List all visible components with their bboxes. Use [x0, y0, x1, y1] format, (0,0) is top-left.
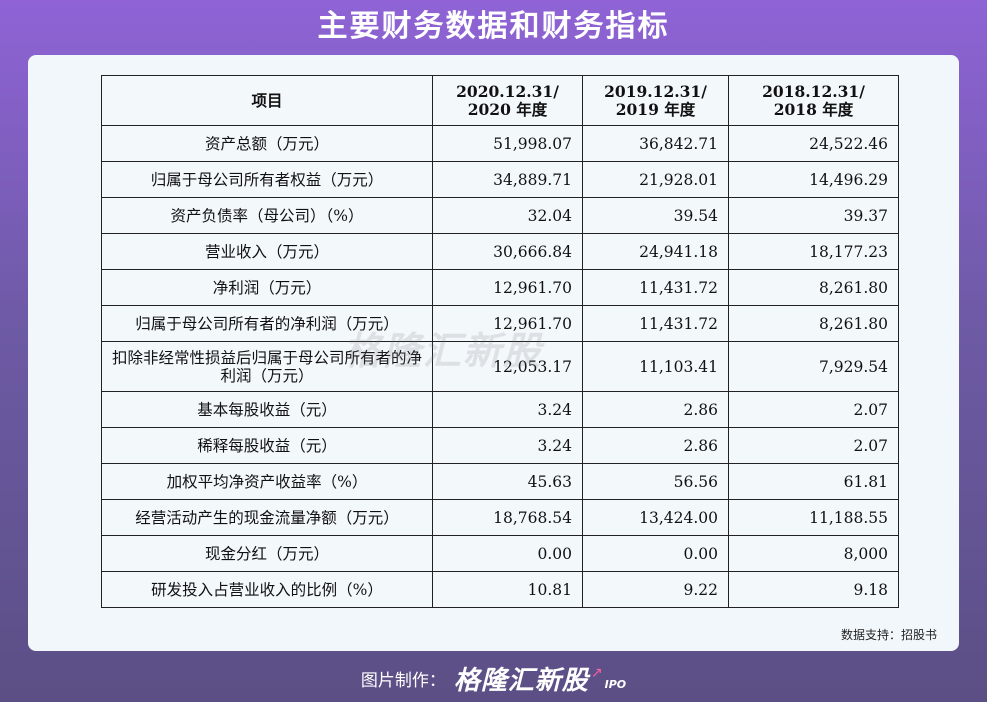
table-row: 资产负债率（母公司）（%） 32.04 39.54 39.37	[101, 197, 899, 234]
table-row: 加权平均净资产收益率（%） 45.63 56.56 61.81	[101, 463, 899, 500]
table-row: 研发投入占营业收入的比例（%） 10.81 9.22 9.18	[101, 571, 899, 608]
value-2020: 30,666.84	[432, 233, 583, 270]
header-2019-year: 2019 年度	[615, 99, 696, 119]
row-label: 净利润（万元）	[101, 269, 433, 306]
value-2019: 11,431.72	[582, 305, 729, 342]
value-2020: 12,961.70	[432, 305, 583, 342]
value-2018: 8,261.80	[728, 269, 899, 306]
value-2018: 24,522.46	[728, 125, 899, 162]
value-2020: 45.63	[432, 463, 583, 500]
value-2018: 8,000	[728, 535, 899, 572]
header-2020: 2020.12.31/ 2020 年度	[432, 75, 583, 126]
value-2018: 8,261.80	[728, 305, 899, 342]
value-2018: 7,929.54	[728, 341, 899, 392]
value-2019: 11,103.41	[582, 341, 729, 392]
table-row: 净利润（万元） 12,961.70 11,431.72 8,261.80	[101, 269, 899, 306]
row-label: 扣除非经常性损益后归属于母公司所有者的净利润（万元）	[101, 341, 433, 392]
value-2019: 2.86	[582, 391, 729, 428]
header-2019-date: 2019.12.31/	[604, 81, 707, 101]
table-row: 归属于母公司所有者权益（万元） 34,889.71 21,928.01 14,4…	[101, 161, 899, 198]
value-2018: 39.37	[728, 197, 899, 234]
value-2018: 11,188.55	[728, 499, 899, 536]
value-2020: 12,961.70	[432, 269, 583, 306]
row-label: 资产总额（万元）	[101, 125, 433, 162]
footer-label: 图片制作：	[360, 670, 446, 691]
row-label: 营业收入（万元）	[101, 233, 433, 270]
header-2018-date: 2018.12.31/	[762, 81, 865, 101]
value-2020: 0.00	[432, 535, 583, 572]
trend-arrow-icon: ↗	[590, 665, 603, 681]
value-2020: 10.81	[432, 571, 583, 608]
value-2020: 34,889.71	[432, 161, 583, 198]
table-row: 经营活动产生的现金流量净额（万元） 18,768.54 13,424.00 11…	[101, 499, 899, 536]
value-2019: 39.54	[582, 197, 729, 234]
value-2018: 14,496.29	[728, 161, 899, 198]
value-2019: 36,842.71	[582, 125, 729, 162]
value-2018: 18,177.23	[728, 233, 899, 270]
header-2018-year: 2018 年度	[773, 99, 854, 119]
table-row: 稀释每股收益（元） 3.24 2.86 2.07	[101, 427, 899, 464]
value-2018: 61.81	[728, 463, 899, 500]
table-row: 营业收入（万元） 30,666.84 24,941.18 18,177.23	[101, 233, 899, 270]
footer-brand-logo: 格隆汇新股	[453, 665, 589, 696]
page-title: 主要财务数据和财务指标	[317, 9, 670, 44]
value-2020: 32.04	[432, 197, 583, 234]
content-card: 项目 2020.12.31/ 2020 年度 2019.12.31/ 2019 …	[28, 55, 959, 651]
table-row: 现金分红（万元） 0.00 0.00 8,000	[101, 535, 899, 572]
row-label: 加权平均净资产收益率（%）	[101, 463, 433, 500]
row-label: 归属于母公司所有者的净利润（万元）	[101, 305, 433, 342]
value-2019: 11,431.72	[582, 269, 729, 306]
value-2018: 9.18	[728, 571, 899, 608]
value-2020: 3.24	[432, 427, 583, 464]
value-2019: 2.86	[582, 427, 729, 464]
table-row: 归属于母公司所有者的净利润（万元） 12,961.70 11,431.72 8,…	[101, 305, 899, 342]
header-2020-year: 2020 年度	[467, 99, 548, 119]
footer-ipo-tag: IPO	[604, 677, 627, 691]
value-2019: 13,424.00	[582, 499, 729, 536]
value-2020: 12,053.17	[432, 341, 583, 392]
header-item: 项目	[101, 75, 433, 126]
row-label: 稀释每股收益（元）	[101, 427, 433, 464]
value-2019: 21,928.01	[582, 161, 729, 198]
row-label: 现金分红（万元）	[101, 535, 433, 572]
table-row: 扣除非经常性损益后归属于母公司所有者的净利润（万元） 12,053.17 11,…	[101, 341, 899, 392]
row-label: 基本每股收益（元）	[101, 391, 433, 428]
header-2019: 2019.12.31/ 2019 年度	[582, 75, 729, 126]
value-2019: 0.00	[582, 535, 729, 572]
table-header-row: 项目 2020.12.31/ 2020 年度 2019.12.31/ 2019 …	[101, 75, 899, 126]
financial-table: 项目 2020.12.31/ 2020 年度 2019.12.31/ 2019 …	[101, 75, 899, 608]
value-2019: 56.56	[582, 463, 729, 500]
value-2020: 3.24	[432, 391, 583, 428]
footer: 图片制作： 格隆汇新股 ↗ IPO	[0, 656, 987, 700]
row-label: 资产负债率（母公司）（%）	[101, 197, 433, 234]
row-label: 研发投入占营业收入的比例（%）	[101, 571, 433, 608]
row-label: 归属于母公司所有者权益（万元）	[101, 161, 433, 198]
table-row: 基本每股收益（元） 3.24 2.86 2.07	[101, 391, 899, 428]
value-2020: 18,768.54	[432, 499, 583, 536]
value-2019: 9.22	[582, 571, 729, 608]
value-2018: 2.07	[728, 391, 899, 428]
header-2018: 2018.12.31/ 2018 年度	[728, 75, 899, 126]
value-2018: 2.07	[728, 427, 899, 464]
value-2020: 51,998.07	[432, 125, 583, 162]
table-row: 资产总额（万元） 51,998.07 36,842.71 24,522.46	[101, 125, 899, 162]
value-2019: 24,941.18	[582, 233, 729, 270]
header-2020-date: 2020.12.31/	[456, 81, 559, 101]
data-source-note: 数据支持：招股书	[840, 628, 937, 642]
row-label: 经营活动产生的现金流量净额（万元）	[101, 499, 433, 536]
financial-table-wrapper: 项目 2020.12.31/ 2020 年度 2019.12.31/ 2019 …	[101, 75, 899, 608]
